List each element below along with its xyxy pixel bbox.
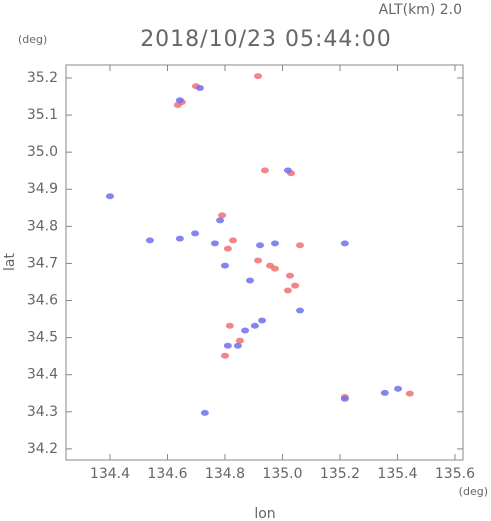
- echo-blob: [145, 237, 154, 244]
- echo-blob: [270, 240, 279, 247]
- echo-blob: [296, 307, 305, 314]
- y-tick-label: 34.2: [27, 441, 58, 457]
- x-tick-label: 135.2: [320, 466, 360, 482]
- subtitle: ALT(km) 2.0: [379, 2, 462, 18]
- y-tick-label: 34.9: [27, 181, 58, 197]
- echo-blob: [254, 257, 263, 264]
- echo-blob: [283, 167, 292, 174]
- echo-blob: [256, 242, 265, 249]
- echo-blob: [340, 240, 349, 247]
- echo-blob: [220, 262, 229, 269]
- x-unit: (deg): [459, 485, 488, 498]
- echo-blob: [173, 102, 182, 109]
- echo-blob: [191, 230, 200, 237]
- y-tick-label: 35.1: [27, 107, 58, 123]
- x-tick-label: 134.8: [205, 466, 245, 482]
- x-tick-label: 135.6: [435, 466, 475, 482]
- echo-blob: [340, 395, 349, 402]
- x-axis-label: lon: [254, 506, 275, 521]
- echo-blob: [258, 317, 267, 324]
- echo-blob: [175, 97, 184, 104]
- echo-blob: [195, 84, 204, 91]
- y-tick-label: 34.5: [27, 330, 58, 346]
- echo-blob: [210, 240, 219, 247]
- echo-blob: [285, 272, 294, 279]
- y-tick-label: 34.8: [27, 218, 58, 234]
- echo-blob: [218, 212, 227, 219]
- y-tick-label: 35.0: [27, 144, 58, 160]
- y-tick-label: 34.3: [27, 404, 58, 420]
- echo-blob: [233, 342, 242, 349]
- echo-blob: [291, 282, 300, 289]
- echo-blob: [223, 342, 232, 349]
- x-tick-label: 134.4: [90, 466, 130, 482]
- y-unit: (deg): [18, 33, 47, 46]
- y-axis-label: lat: [2, 253, 18, 271]
- x-tick-label: 135.0: [262, 466, 302, 482]
- x-tick-label: 134.6: [147, 466, 187, 482]
- echo-blob: [260, 167, 269, 174]
- echo-blob: [296, 242, 305, 249]
- echo-blob: [105, 193, 114, 200]
- plot-frame: [65, 64, 464, 461]
- echo-blob: [216, 217, 225, 224]
- echo-blob: [405, 390, 414, 397]
- echo-blob: [235, 337, 244, 344]
- echo-blob: [283, 287, 292, 294]
- echo-blob: [245, 277, 254, 284]
- echo-blob: [241, 327, 250, 334]
- y-tick-label: 34.7: [27, 255, 58, 271]
- echo-blob: [394, 385, 403, 392]
- echo-blob: [270, 265, 279, 272]
- x-tick-label: 135.4: [377, 466, 417, 482]
- y-tick-label: 34.4: [27, 367, 58, 383]
- y-tick-label: 34.6: [27, 293, 58, 309]
- echo-blob: [175, 235, 184, 242]
- chart-title: 2018/10/23 05:44:00: [140, 27, 392, 52]
- echo-blob: [250, 322, 259, 329]
- echo-blob: [229, 237, 238, 244]
- echo-blob: [225, 322, 234, 329]
- y-tick-label: 35.2: [27, 70, 58, 86]
- echo-blob: [223, 245, 232, 252]
- echo-blob: [220, 352, 229, 359]
- echo-blob: [254, 73, 263, 80]
- echo-blob: [200, 409, 209, 416]
- echo-blob: [380, 389, 389, 396]
